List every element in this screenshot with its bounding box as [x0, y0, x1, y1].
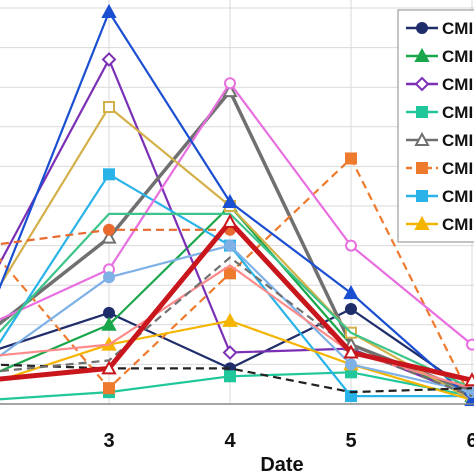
- data-point: [414, 131, 430, 146]
- legend-label: CMI: [442, 215, 473, 234]
- data-point: [345, 302, 357, 315]
- series-group: [0, 3, 474, 407]
- data-point: [416, 106, 428, 118]
- legend-item: CMI: [406, 19, 473, 38]
- x-tick-label: 5: [345, 430, 356, 452]
- data-point: [414, 215, 430, 230]
- data-point: [416, 190, 428, 202]
- data-point: [345, 358, 357, 371]
- legend-label: CMI: [442, 103, 473, 122]
- data-point: [224, 267, 236, 280]
- legend-item: CMI: [406, 187, 473, 206]
- data-point: [103, 271, 115, 284]
- data-point: [101, 3, 117, 18]
- data-point: [416, 162, 428, 174]
- series-11: [0, 3, 474, 407]
- legend-item: CMI: [406, 215, 473, 234]
- data-point: [414, 47, 430, 62]
- legend-label: CMI: [442, 47, 473, 66]
- data-point: [222, 312, 238, 327]
- data-point: [416, 22, 428, 34]
- legend-item: CMI: [406, 159, 473, 178]
- x-tick-label: 3: [103, 430, 114, 452]
- x-axis: 3 4 5 6: [0, 403, 474, 452]
- data-point: [103, 382, 115, 395]
- data-point: [343, 344, 359, 359]
- series-13: [0, 239, 474, 399]
- series-17: [0, 256, 473, 398]
- legend-label: CMI: [442, 131, 473, 150]
- data-point: [414, 76, 430, 92]
- x-tick-label: 4: [224, 430, 236, 452]
- legend-label: CMI: [442, 159, 473, 178]
- data-point: [224, 370, 236, 383]
- legend-item: CMI: [406, 47, 473, 66]
- data-point: [224, 239, 236, 252]
- legend-item: CMI: [406, 103, 473, 122]
- data-point: [103, 223, 115, 236]
- legend-box: [397, 9, 474, 243]
- data-point: [101, 52, 117, 67]
- data-point: [222, 193, 238, 209]
- legend-label: CMI: [442, 75, 473, 94]
- legend-label: CMI: [442, 187, 473, 206]
- data-point: [466, 338, 474, 351]
- data-point: [103, 101, 115, 113]
- data-point: [222, 345, 238, 360]
- series-18: [0, 213, 474, 387]
- legend-label: CMI: [442, 19, 473, 38]
- series-line: [0, 256, 473, 398]
- data-point: [101, 316, 117, 331]
- data-point: [345, 239, 357, 252]
- legend: CMI CMI CMI CMI CMI CMI CMI CMI: [397, 9, 474, 243]
- data-point: [101, 229, 117, 244]
- data-point: [464, 372, 474, 387]
- x-tick-label: 6: [466, 430, 474, 452]
- legend-item: CMI: [406, 131, 473, 150]
- data-point: [222, 83, 238, 98]
- data-point: [224, 77, 236, 90]
- legend-item: CMI: [406, 75, 473, 94]
- series-line: [0, 363, 473, 394]
- data-point: [103, 306, 115, 319]
- data-point: [345, 152, 357, 165]
- data-point: [101, 360, 117, 375]
- data-point: [343, 285, 359, 300]
- series-16: [0, 363, 473, 394]
- data-point: [222, 213, 238, 228]
- x-axis-title: Date: [260, 454, 303, 474]
- data-point: [103, 168, 115, 181]
